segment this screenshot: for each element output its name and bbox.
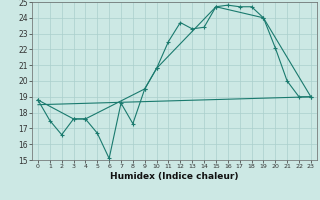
X-axis label: Humidex (Indice chaleur): Humidex (Indice chaleur)	[110, 172, 239, 181]
